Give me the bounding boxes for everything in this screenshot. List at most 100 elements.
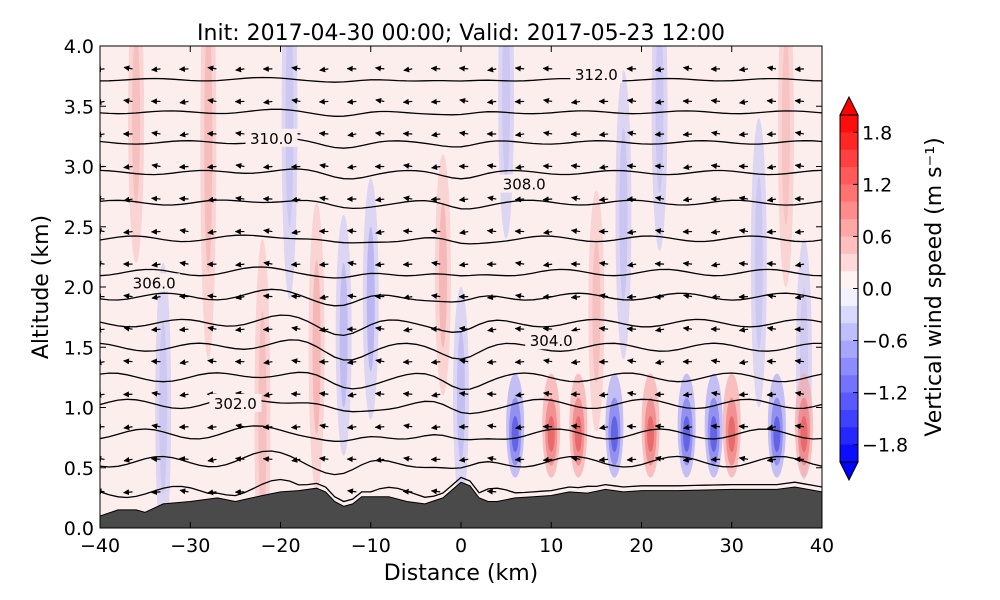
wind-vector-217 bbox=[794, 228, 805, 235]
colorbar-segment-12 bbox=[840, 323, 858, 342]
colorbar-segment-2 bbox=[840, 149, 858, 168]
contour-label-2: 306.0 bbox=[133, 274, 176, 292]
wind-vector-248 bbox=[206, 163, 217, 170]
wind-vector-122 bbox=[319, 326, 329, 333]
wind-vector-342 bbox=[654, 66, 665, 73]
wind-vector-145 bbox=[235, 294, 245, 301]
wind-vector-92 bbox=[207, 358, 217, 365]
wind-vector-98 bbox=[375, 358, 385, 365]
wind-vector-131 bbox=[571, 326, 581, 333]
contour-labels: 302.0 304.0 306.0 308.0 310.0 312.0 bbox=[128, 64, 623, 413]
wind-vector-105 bbox=[570, 359, 581, 366]
wind-vector-186 bbox=[654, 260, 665, 267]
wave-cell-core-1 bbox=[547, 416, 555, 453]
wave-cell-core-4 bbox=[647, 416, 655, 453]
wind-vector-138 bbox=[766, 325, 777, 332]
wave-cell-core-9 bbox=[800, 416, 808, 453]
wind-vector-175 bbox=[347, 260, 357, 267]
wind-vector-253 bbox=[347, 163, 357, 170]
wind-vector-23 bbox=[458, 456, 469, 463]
wind-vector-101 bbox=[459, 358, 469, 365]
wind-vector-332 bbox=[374, 65, 385, 72]
wind-vector-148 bbox=[319, 294, 329, 301]
colorbar: −1.8 −1.2 −0.6 0.0 0.6 1.2 1.8 bbox=[839, 95, 908, 482]
wind-vector-286 bbox=[543, 130, 553, 137]
wind-vector-309 bbox=[459, 97, 469, 104]
wind-vector-282 bbox=[431, 131, 441, 138]
wind-vector-65 bbox=[179, 391, 189, 398]
wind-vector-209 bbox=[570, 228, 581, 235]
wind-vector-89 bbox=[123, 358, 133, 365]
isentrope-1 bbox=[100, 450, 822, 476]
wind-vector-261 bbox=[570, 163, 581, 170]
wind-vector-310 bbox=[486, 98, 497, 105]
wind-vector-142 bbox=[151, 294, 161, 301]
wind-vector-111 bbox=[738, 359, 749, 366]
wind-vector-280 bbox=[374, 130, 385, 137]
colorbar-segment-7 bbox=[840, 236, 858, 255]
wind-vector-83 bbox=[682, 391, 693, 398]
wind-vector-8 bbox=[430, 488, 441, 495]
wind-vector-33 bbox=[738, 455, 749, 462]
wind-vector-17 bbox=[291, 456, 301, 463]
wind-vector-212 bbox=[654, 228, 665, 235]
wind-vector-211 bbox=[626, 229, 637, 236]
wind-vector-233 bbox=[514, 196, 525, 203]
isentrope-10 bbox=[100, 199, 822, 210]
wind-vector-100 bbox=[430, 359, 441, 366]
y-tick-label-3: 1.5 bbox=[64, 337, 94, 359]
wind-vector-143 bbox=[178, 293, 189, 300]
colorbar-segment-9 bbox=[840, 271, 858, 289]
wind-vector-288 bbox=[598, 131, 609, 138]
wind-vector-308 bbox=[430, 98, 441, 105]
wind-vector-141 bbox=[123, 293, 133, 300]
wind-vector-266 bbox=[710, 163, 721, 170]
wind-vector-172 bbox=[263, 260, 273, 267]
wind-vector-275 bbox=[235, 130, 245, 137]
wind-vector-9 bbox=[486, 488, 497, 495]
colorbar-tick-label-1: −1.2 bbox=[862, 383, 908, 405]
wind-vector-132 bbox=[598, 325, 609, 332]
updraft-shade-7 bbox=[200, 46, 217, 360]
updraft-core-2 bbox=[366, 226, 375, 372]
wind-vector-199 bbox=[291, 229, 301, 236]
wind-vector-78 bbox=[542, 390, 553, 397]
colorbar-tick-label-0: −1.8 bbox=[862, 435, 908, 457]
wind-vector-44 bbox=[319, 423, 329, 430]
wind-vector-119 bbox=[235, 326, 245, 333]
contour-label-bg-3 bbox=[498, 174, 551, 193]
wind-vector-146 bbox=[262, 293, 273, 300]
wind-vector-21 bbox=[403, 455, 413, 462]
wind-vector-216 bbox=[766, 228, 777, 235]
wind-vector-223 bbox=[235, 195, 245, 202]
wave-cell-core-8 bbox=[773, 416, 781, 453]
y-tick-label-8: 4.0 bbox=[64, 36, 94, 58]
wind-vector-304 bbox=[318, 98, 329, 105]
wind-vector-161 bbox=[682, 293, 693, 300]
updraft-core-9 bbox=[132, 46, 141, 206]
wind-vector-323 bbox=[123, 65, 133, 72]
y-tick-label-6: 3.0 bbox=[64, 157, 94, 179]
wind-vector-28 bbox=[598, 456, 609, 463]
wind-vector-48 bbox=[430, 424, 441, 431]
colorbar-extend-top bbox=[839, 95, 859, 116]
wind-vector-256 bbox=[431, 164, 441, 170]
wind-vector-57 bbox=[682, 424, 693, 431]
wind-vector-272 bbox=[151, 130, 161, 137]
wind-vector-234 bbox=[542, 196, 553, 203]
x-axis: −40 −30 −20 −10 0 10 20 30 40 bbox=[80, 46, 834, 557]
updraft-shade-12 bbox=[750, 118, 767, 408]
wind-vector-201 bbox=[346, 228, 357, 235]
colorbar-tick-label-5: 1.2 bbox=[862, 174, 892, 196]
wind-vector-53 bbox=[570, 423, 581, 430]
x-tick-label-8: 40 bbox=[810, 535, 834, 557]
wind-vector-293 bbox=[738, 131, 749, 138]
wind-vector-80 bbox=[598, 391, 609, 398]
wind-vector-125 bbox=[403, 326, 413, 333]
wind-vector-151 bbox=[403, 294, 413, 301]
vertical-wind-shading bbox=[128, 46, 813, 528]
colorbar-segment-13 bbox=[840, 340, 858, 359]
wind-vector-154 bbox=[486, 294, 497, 301]
wind-vector-45 bbox=[346, 424, 357, 431]
wind-vector-13 bbox=[179, 455, 189, 462]
